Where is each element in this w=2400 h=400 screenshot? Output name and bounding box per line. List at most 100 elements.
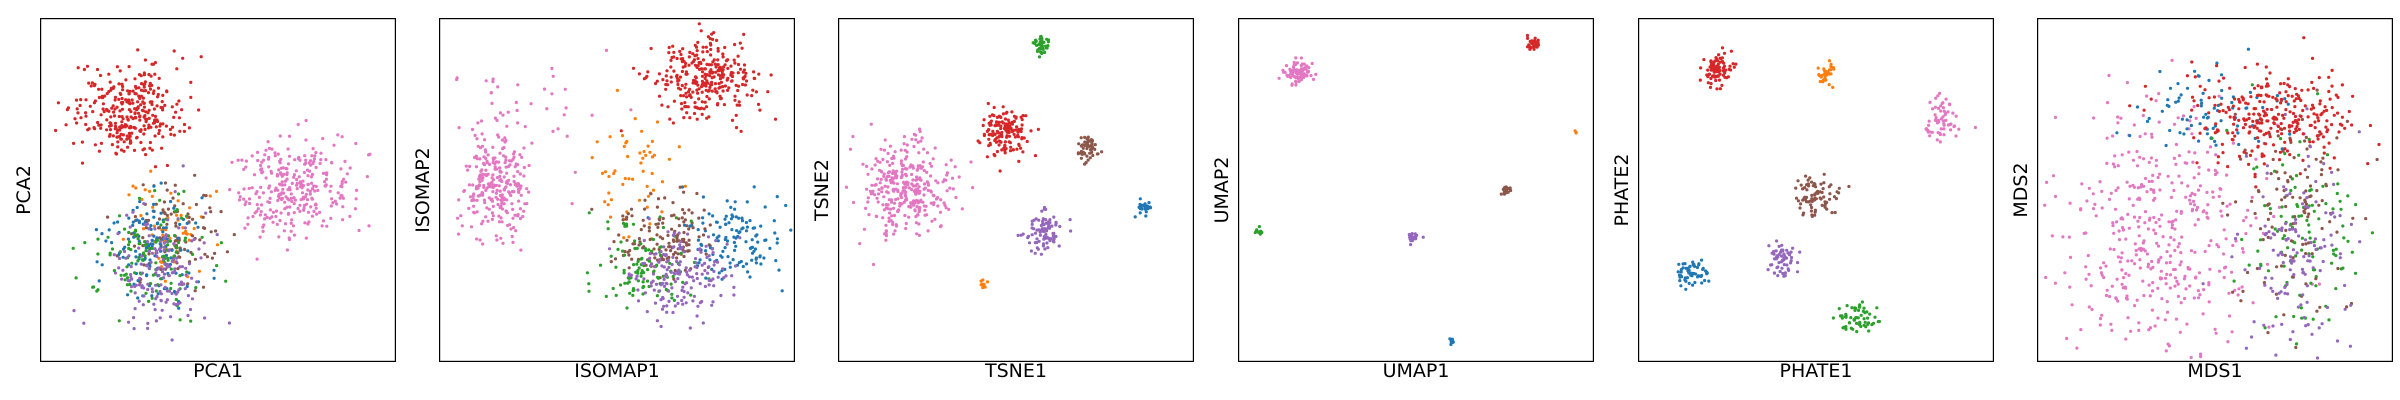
data-point xyxy=(2217,269,2222,273)
data-point xyxy=(119,126,124,130)
data-point xyxy=(123,125,127,129)
data-point xyxy=(127,254,131,258)
data-point xyxy=(91,285,95,289)
data-point xyxy=(134,249,138,253)
data-point xyxy=(464,164,468,168)
data-point xyxy=(659,298,663,302)
data-point xyxy=(981,286,985,290)
data-point xyxy=(1005,135,1009,139)
data-point xyxy=(687,208,691,212)
data-point xyxy=(485,186,489,190)
data-point xyxy=(2296,204,2300,209)
data-point xyxy=(661,78,665,82)
data-point xyxy=(93,82,97,86)
data-point xyxy=(1927,119,1931,123)
data-point xyxy=(2124,337,2128,341)
data-point xyxy=(696,57,700,61)
data-point xyxy=(189,319,193,323)
data-point xyxy=(616,247,620,251)
data-point xyxy=(609,198,613,202)
data-point xyxy=(732,235,736,239)
data-point xyxy=(2353,271,2358,275)
data-point xyxy=(1693,280,1697,285)
data-point xyxy=(176,192,181,196)
data-point xyxy=(495,238,499,242)
data-point xyxy=(1035,246,1039,250)
data-point xyxy=(981,123,985,128)
data-point xyxy=(205,255,209,259)
data-point xyxy=(1806,178,1810,182)
data-point xyxy=(691,299,695,303)
data-point xyxy=(2102,275,2106,280)
data-point xyxy=(2251,119,2255,123)
data-point xyxy=(2289,188,2293,193)
data-point xyxy=(2176,99,2180,103)
data-point xyxy=(2213,139,2217,143)
data-point xyxy=(2255,126,2259,130)
data-point xyxy=(178,265,182,269)
data-point xyxy=(504,158,508,162)
data-point xyxy=(1138,197,1142,201)
data-point xyxy=(1040,209,1044,213)
data-point xyxy=(2315,88,2319,92)
data-point xyxy=(1449,337,1453,341)
data-point xyxy=(724,59,728,63)
data-point xyxy=(2197,172,2201,176)
data-point xyxy=(2246,208,2250,212)
data-point xyxy=(500,198,504,202)
data-point xyxy=(909,201,913,205)
data-point xyxy=(2045,180,2049,184)
data-point xyxy=(169,132,173,136)
data-point xyxy=(2148,216,2152,220)
data-point xyxy=(288,205,292,209)
data-point xyxy=(2248,153,2253,157)
data-point xyxy=(2312,112,2316,116)
data-point xyxy=(2296,122,2300,126)
data-point xyxy=(2288,129,2292,133)
data-point xyxy=(255,257,259,261)
data-point xyxy=(619,129,623,133)
data-point xyxy=(110,241,114,245)
data-point xyxy=(2061,235,2065,239)
data-point xyxy=(2335,136,2339,140)
data-point xyxy=(1678,279,1682,283)
data-point xyxy=(1413,236,1417,241)
data-point xyxy=(2190,191,2194,195)
data-point xyxy=(2282,234,2286,238)
data-point xyxy=(2307,241,2311,245)
data-point xyxy=(677,231,681,235)
data-point xyxy=(2288,228,2292,232)
data-point xyxy=(2068,285,2072,289)
data-point xyxy=(277,192,281,197)
data-point xyxy=(2120,268,2124,272)
data-point xyxy=(732,240,736,245)
data-point xyxy=(691,226,695,230)
data-point xyxy=(2173,276,2177,280)
data-point xyxy=(2181,114,2186,118)
data-point xyxy=(2327,318,2331,322)
data-point xyxy=(208,194,212,198)
data-point xyxy=(900,174,904,178)
data-point xyxy=(263,153,267,157)
data-point xyxy=(99,126,103,130)
data-point xyxy=(701,216,705,220)
data-point xyxy=(2332,182,2336,186)
data-point xyxy=(2121,217,2125,221)
data-point xyxy=(904,221,908,226)
data-point xyxy=(736,88,740,93)
data-point xyxy=(480,191,484,195)
data-point xyxy=(2170,58,2174,63)
data-point xyxy=(152,202,156,206)
data-point xyxy=(675,73,679,77)
data-point xyxy=(673,268,677,273)
data-point xyxy=(2255,165,2259,169)
data-point xyxy=(2335,191,2339,196)
data-point xyxy=(2314,200,2318,204)
data-point xyxy=(166,234,171,238)
data-point xyxy=(931,157,935,161)
data-point xyxy=(82,67,86,72)
data-point xyxy=(2265,171,2269,175)
data-point xyxy=(2051,174,2056,178)
data-point xyxy=(2205,150,2210,154)
data-point xyxy=(2254,216,2258,220)
